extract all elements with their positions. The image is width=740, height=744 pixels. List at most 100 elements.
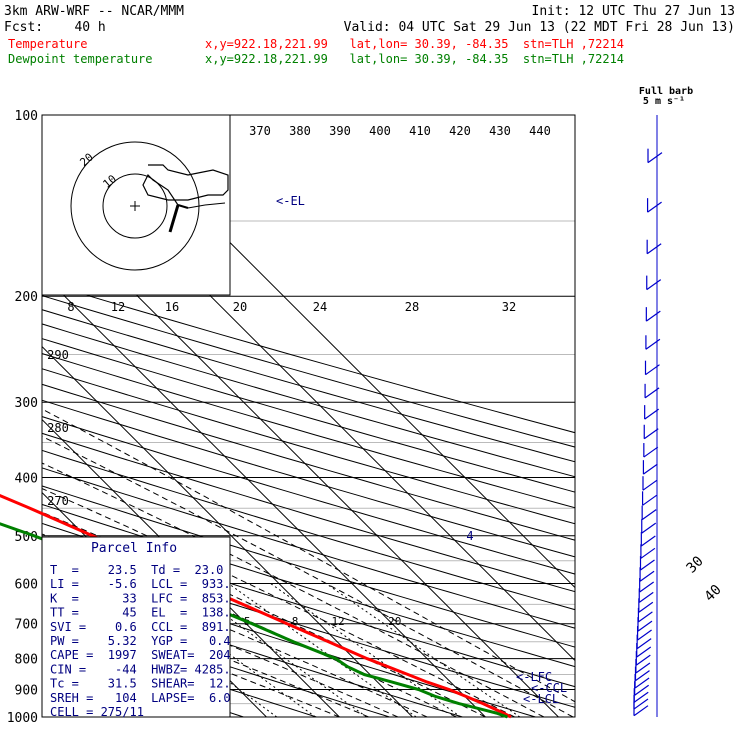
wind-barb (636, 638, 652, 650)
wind-barb (640, 547, 656, 559)
theta-label: 410 (409, 124, 431, 138)
pressure-tick-label: 700 (15, 618, 38, 633)
valid-time: Valid: 04 UTC Sat 29 Jun 13 (22 MDT Fri … (344, 20, 735, 35)
pressure-tick-label: 300 (15, 396, 38, 411)
dry-adiabat (42, 432, 575, 593)
moist-adiabat (42, 553, 428, 717)
temperature-profile (0, 493, 512, 719)
theta-label: 380 (289, 124, 311, 138)
pressure-tick-label: 200 (15, 290, 38, 305)
barb-legend-units: 5 m s⁻¹ (643, 96, 685, 107)
hodograph-plot (70, 141, 229, 271)
hodograph-speed-label: 12 (111, 300, 125, 314)
wind-barb (635, 654, 651, 666)
parcel-info-row: Tc = 31.5 SHEAR= 12. (50, 677, 231, 691)
wind-barb (643, 463, 658, 475)
wind-barb (645, 310, 661, 322)
barb-legend-title: Full barb (639, 86, 693, 97)
wind-barb (637, 620, 653, 632)
hodograph-speed-label: 24 (313, 300, 327, 314)
storm-motion-vector (177, 204, 189, 209)
parcel-info-row: PW = 5.32 YGP = 0.4 (50, 634, 231, 648)
wind-barbs (633, 115, 663, 717)
wind-barb (645, 364, 660, 376)
theta-label: 400 (369, 124, 391, 138)
mixing-ratio-label: 12 (331, 615, 344, 628)
wind-barb (642, 494, 657, 506)
wind-barb (633, 698, 649, 710)
pressure-tick-label: 400 (15, 471, 38, 486)
wind-barb (636, 646, 652, 658)
wind-barb (639, 581, 655, 593)
storm-motion-vector (168, 204, 180, 233)
model-title: 3km ARW-WRF -- NCAR/MMM (4, 4, 184, 19)
dry-adiabat (42, 338, 575, 493)
init-time: Init: 12 UTC Thu 27 Jun 13 (532, 4, 736, 19)
hodograph-speed-label: 28 (405, 300, 419, 314)
parcel-info-row: LI = -5.6 LCL = 933. (50, 577, 231, 591)
profiles (0, 493, 512, 719)
dry-adiabat (42, 449, 575, 611)
moist-adiabat (42, 462, 545, 717)
hodograph-trace (187, 204, 206, 209)
dry-adiabat (42, 485, 575, 648)
wind-barb (646, 243, 662, 255)
wind-barb (642, 479, 658, 491)
wetbulb-label: 4 (466, 529, 473, 543)
wind-barb (635, 662, 651, 674)
parcel-info-box: Parcel Info T = 23.5 Td = 23.0LI = -5.6 … (41, 536, 231, 719)
wind-barb (633, 691, 649, 703)
isotherm (42, 272, 486, 717)
wind-barb (647, 201, 662, 213)
mixing-ratio-label: 8 (292, 615, 299, 628)
wind-barb (634, 677, 650, 689)
pressure-tick-label: 900 (15, 683, 38, 698)
dry-adiabat (42, 323, 575, 478)
dry-adiabat (42, 281, 575, 434)
wind-barb (641, 509, 657, 521)
dry-adiabat (42, 467, 575, 629)
isotherm-label: 40 (702, 582, 725, 605)
wind-barb (640, 535, 656, 547)
hodograph-ring (102, 173, 168, 239)
ccl-label: <-CCL (531, 681, 567, 695)
pressure-tick-label: 800 (15, 653, 38, 668)
mixing-ratio-line (96, 582, 278, 717)
dry-adiabat (42, 352, 575, 509)
forecast-hour: Fcst: 40 h (4, 20, 106, 35)
theta-dry-label: 270 (47, 494, 69, 508)
wind-barb (638, 591, 654, 603)
wind-barb (634, 684, 650, 696)
lfc-label: <-LFC (516, 670, 552, 684)
dry-adiabat (42, 503, 575, 668)
dewpoint-location: x,y=922.18,221.99 lat,lon= 30.39, -84.35… (205, 52, 624, 66)
el-label: <-EL (276, 194, 305, 208)
parcel-info-row: T = 23.5 Td = 23.0 (50, 563, 223, 577)
wind-barb (638, 601, 654, 613)
parcel-info-row: CIN = -44 HWBZ= 4285. (50, 662, 231, 676)
theta-label: 440 (529, 124, 551, 138)
hodograph-speed-label: 20 (233, 300, 247, 314)
wind-barb (644, 408, 660, 420)
parcel-info-row: CAPE = 1997 SWEAT= 204 (50, 648, 231, 662)
mixing-ratio-line (133, 582, 316, 717)
isotherm (42, 418, 340, 717)
wind-barb (638, 611, 653, 623)
wind-barb (641, 522, 657, 534)
temperature-location: x,y=922.18,221.99 lat,lon= 30.39, -84.35… (205, 37, 624, 51)
wind-barb (635, 670, 650, 682)
parcel-info-row: SVI = 0.6 CCL = 891. (50, 620, 231, 634)
moist-adiabat (42, 511, 486, 717)
dry-adiabat (42, 604, 392, 717)
theta-label: 420 (449, 124, 471, 138)
hodograph-trace (204, 202, 226, 206)
wind-barb (644, 387, 660, 399)
dry-adiabat (42, 416, 575, 575)
wind-barb (643, 428, 659, 440)
wind-barb (643, 446, 659, 458)
hodograph-trace (142, 164, 229, 206)
isotherm (42, 345, 413, 717)
parcel-info-title: Parcel Info (91, 541, 177, 556)
